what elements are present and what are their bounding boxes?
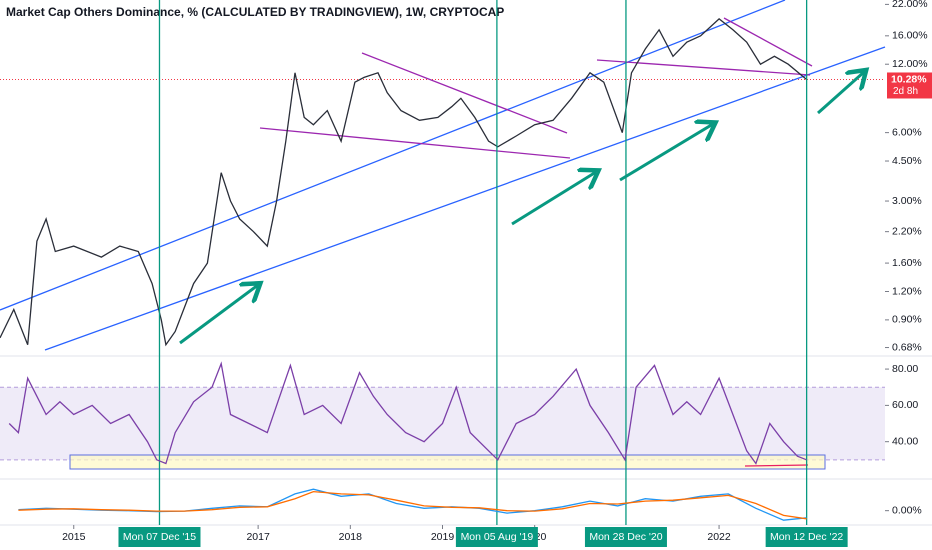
- y-tick-label: 12.00%: [892, 58, 928, 70]
- marker-label: Mon 05 Aug '19: [461, 531, 534, 543]
- y-tick-label: 16.00%: [892, 30, 928, 42]
- x-tick-label: 2017: [246, 531, 270, 543]
- marker-box: [584, 527, 667, 547]
- y-tick-label: 6.00%: [892, 126, 922, 138]
- trend-line: [744, 464, 809, 467]
- marker-box: [765, 527, 848, 547]
- y-tick-label: 0.00%: [892, 504, 922, 516]
- annotations: [0, 0, 932, 526]
- x-tick-label: 2019: [431, 531, 455, 543]
- y-tick-label: 3.00%: [892, 195, 922, 207]
- x-tick-label: 2018: [339, 531, 363, 543]
- y-tick-label: 0.68%: [892, 341, 922, 353]
- x-tick-label: 2022: [707, 531, 731, 543]
- marker-box: [455, 527, 538, 547]
- data-line: [18, 490, 807, 520]
- trend-line: [259, 127, 571, 159]
- trend-line: [361, 52, 568, 134]
- data-line: [8, 361, 807, 465]
- highlight-box: [69, 454, 826, 470]
- y-tick-label: 1.20%: [892, 285, 922, 297]
- chart-title: Market Cap Others Dominance, % (CALCULAT…: [6, 5, 504, 19]
- data-line: [0, 18, 808, 347]
- y-tick-label: 60.00: [892, 399, 918, 411]
- y-tick-label: 2.20%: [892, 225, 922, 237]
- marker-label: Mon 07 Dec '15: [123, 531, 196, 543]
- marker-label: Mon 28 Dec '20: [589, 531, 662, 543]
- trend-line: [723, 17, 813, 67]
- marker-label: Mon 12 Dec '22: [770, 531, 843, 543]
- marker-box: [118, 527, 201, 547]
- arrow: [179, 285, 258, 345]
- x-tick-label: 2015: [62, 531, 86, 543]
- channel-line: [44, 46, 886, 351]
- y-tick-label: 1.60%: [892, 257, 922, 269]
- y-tick-label: 22.00%: [892, 0, 928, 10]
- arrow: [817, 72, 864, 115]
- y-tick-label: 80.00: [892, 363, 918, 375]
- last-price-box: [887, 72, 932, 99]
- background: [0, 78, 885, 461]
- y-tick-label: 40.00: [892, 435, 918, 447]
- last-price-label: 10.28%: [891, 73, 927, 85]
- arrow: [619, 124, 713, 182]
- countdown: 2d 8h: [893, 86, 918, 97]
- y-tick-label: 4.50%: [892, 155, 922, 167]
- y-tick-label: 0.90%: [892, 314, 922, 326]
- channel-line: [0, 0, 786, 311]
- data-line: [18, 488, 807, 521]
- trend-line: [596, 59, 811, 76]
- arrow: [511, 172, 596, 226]
